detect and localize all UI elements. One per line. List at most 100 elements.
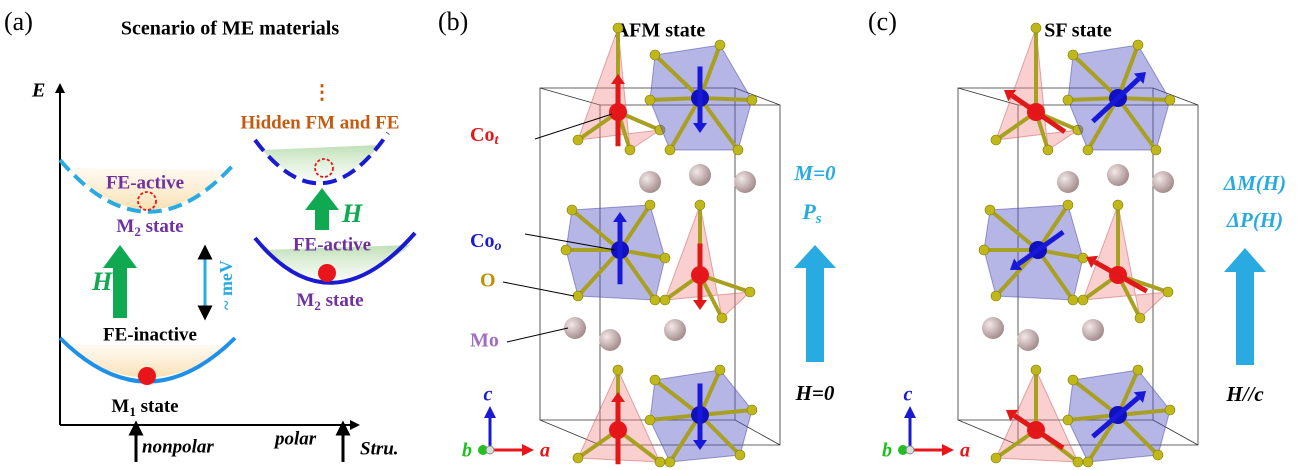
mo-atom	[734, 171, 756, 193]
o-atom	[1165, 405, 1175, 415]
atom-label: Cot	[470, 124, 499, 149]
mo-atom	[664, 319, 686, 341]
o-atom	[1083, 457, 1093, 467]
o-atom	[717, 313, 727, 323]
atom-label: Coo	[470, 230, 501, 255]
o-atom	[561, 245, 571, 255]
o-atom	[655, 457, 665, 467]
field-label: H	[341, 199, 363, 228]
o-atom	[735, 450, 745, 460]
o-atom	[1165, 95, 1175, 105]
panel-label: (b)	[438, 7, 468, 36]
field-label: H//c	[1225, 382, 1264, 406]
o-atom	[695, 200, 705, 210]
panel-title: AFM state	[615, 20, 706, 42]
field-label: H=0	[795, 381, 835, 405]
o-atom	[985, 205, 995, 215]
o-atom	[991, 453, 1001, 463]
axis-label: a	[960, 440, 970, 462]
x-axis-label: Stru.	[360, 438, 399, 459]
o-atom	[745, 287, 755, 297]
axis-arrow-head	[484, 406, 496, 418]
state-label: M2 state	[296, 290, 363, 313]
crystal	[540, 23, 780, 467]
o-atom	[715, 40, 725, 50]
ellipsis: ⋮	[312, 82, 332, 104]
mo-atom	[1107, 164, 1129, 186]
polarization-arrow	[794, 245, 836, 362]
o-atom	[1043, 145, 1053, 155]
mo-atom	[1152, 171, 1174, 193]
o-atom	[573, 453, 583, 463]
o-atom	[747, 405, 757, 415]
panel-c: (c) SF state ΔM(H) ΔP(H) H//c c b a	[868, 7, 1286, 467]
o-atom	[1063, 200, 1073, 210]
o-atom	[1068, 295, 1078, 305]
panel-title: SF state	[1044, 20, 1112, 42]
o-atom	[715, 365, 725, 375]
state-label: M1 state	[111, 396, 178, 419]
polarization-label: ΔP(H)	[1226, 208, 1283, 232]
axis-label: b	[882, 440, 892, 462]
o-atom	[1063, 415, 1073, 425]
o-atom	[1133, 40, 1143, 50]
leader-line	[503, 282, 574, 296]
axis-label: c	[904, 384, 913, 406]
o-atom	[1063, 95, 1073, 105]
x-mark: nonpolar	[142, 436, 214, 457]
o-atom	[660, 253, 670, 263]
axis-arrow-head	[942, 444, 954, 456]
o-atom	[1135, 313, 1145, 323]
spin-arrow-head	[693, 300, 707, 310]
well-label: FE-active	[293, 234, 371, 255]
field-arrow	[305, 188, 339, 230]
o-atom	[665, 145, 675, 155]
mo-atom	[639, 171, 661, 193]
o-atom	[645, 415, 655, 425]
o-atom	[1083, 145, 1093, 155]
crystal	[958, 23, 1198, 467]
o-atom	[1078, 295, 1088, 305]
o-atom	[665, 457, 675, 467]
leader-line	[507, 328, 568, 342]
well-label: FE-inactive	[103, 324, 197, 345]
panel-label: (a)	[4, 7, 33, 36]
magnetization-label: M=0	[793, 161, 836, 185]
state-dot	[138, 367, 156, 385]
mo-atom	[1082, 319, 1104, 341]
mo-atom	[1017, 329, 1039, 351]
well-label: FE-active	[106, 172, 184, 193]
mo-atom	[599, 329, 621, 351]
o-atom	[613, 23, 623, 33]
o-atom	[1151, 145, 1161, 155]
o-atom	[1031, 365, 1041, 375]
o-atom	[1113, 200, 1123, 210]
panel-b: (b) AFM state Cot Coo O Mo M=0 Ps H=0 c …	[438, 7, 836, 467]
o-atom	[1068, 50, 1078, 60]
panel-a: (a) Scenario of ME materials E Stru. non…	[4, 7, 415, 462]
axis-label: c	[484, 384, 493, 406]
o-atom	[567, 205, 577, 215]
hidden-phase: Hidden FM and FE	[241, 112, 400, 133]
mo-atom	[982, 317, 1004, 339]
o-atom	[573, 135, 583, 145]
o-atom	[613, 365, 623, 375]
o-atom	[1163, 287, 1173, 297]
o-atom	[747, 95, 757, 105]
o-atom	[979, 245, 989, 255]
axis-label: b	[462, 440, 472, 462]
state-label: M2 state	[116, 216, 183, 239]
o-atom	[733, 145, 743, 155]
o-atom	[645, 95, 655, 105]
tetrahedron	[665, 205, 750, 318]
polarization-label: Ps	[801, 199, 821, 227]
o-atom	[1133, 365, 1143, 375]
polarization-arrow	[1224, 248, 1266, 365]
state-dot	[318, 264, 336, 282]
o-atom	[660, 295, 670, 305]
gap-label: ~ meV	[216, 260, 236, 310]
mo-atom	[689, 164, 711, 186]
axis-origin	[486, 446, 494, 454]
o-atom	[650, 50, 660, 60]
magnetization-label: ΔM(H)	[1223, 171, 1286, 195]
